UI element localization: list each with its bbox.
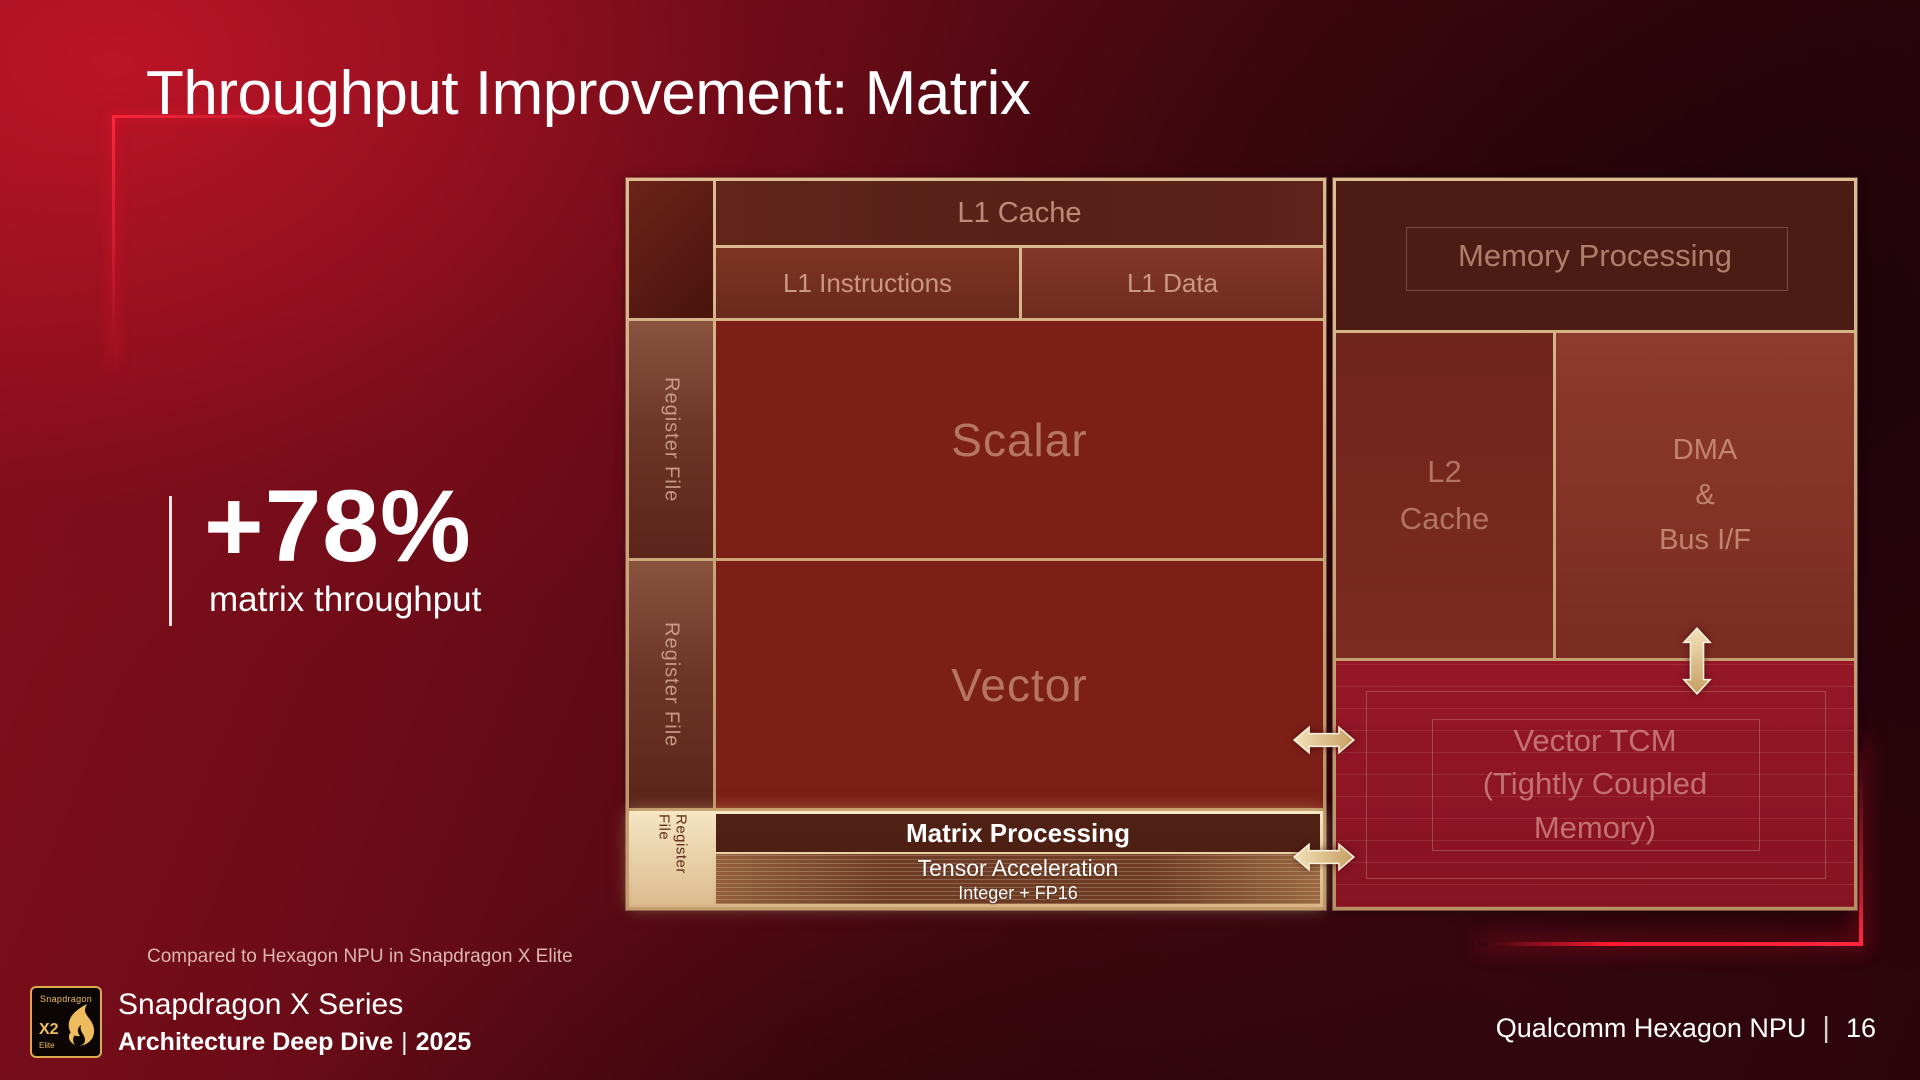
glow-frame-top-left-vertical xyxy=(112,115,115,365)
vector-register-file-label: Register File xyxy=(660,621,683,748)
footer-brand-line2-text: Architecture Deep Dive xyxy=(118,1028,394,1056)
footer-brand-line1: Snapdragon X Series xyxy=(118,988,404,1021)
stat-accent-bar xyxy=(169,496,172,626)
l1-cache-block: L1 Cache xyxy=(716,181,1323,245)
matrix-register-file-label: Register File xyxy=(655,814,690,874)
footer-right-text: Qualcomm Hexagon NPU xyxy=(1495,1013,1807,1043)
l2-cache-block: L2 Cache xyxy=(1336,333,1553,658)
l1-instructions-block: L1 Instructions xyxy=(716,248,1019,318)
memory-processing-label: Memory Processing xyxy=(1458,237,1732,273)
vector-tcm-line2: (Tightly Coupled xyxy=(1482,766,1708,802)
matrix-processing-header: Matrix Processing xyxy=(716,814,1320,852)
dma-line3: Bus I/F xyxy=(1659,523,1751,556)
scalar-block: Scalar xyxy=(716,321,1323,558)
glow-frame-bottom-right-vertical xyxy=(1859,738,1863,946)
scalar-register-file-block: Register File xyxy=(629,321,713,558)
l2-cache-line1: L2 xyxy=(1427,454,1462,489)
logo-tier-text: Elite xyxy=(39,1041,55,1050)
stat-value: +78% xyxy=(204,469,472,583)
matrix-processing-label: Matrix Processing xyxy=(906,817,1130,848)
npu-architecture-diagram: L1 Cache L1 Instructions L1 Data Registe… xyxy=(626,178,1857,910)
l1-cache-label: L1 Cache xyxy=(957,196,1082,229)
page-number: 16 xyxy=(1845,1013,1876,1043)
l1-instructions-label: L1 Instructions xyxy=(782,267,953,298)
memory-panel: Memory Processing L2 Cache DMA & Bus I/F xyxy=(1333,178,1857,910)
tensor-acceleration-block: Tensor Acceleration Integer + FP16 xyxy=(716,854,1320,904)
tensor-acceleration-label: Tensor Acceleration xyxy=(917,854,1119,881)
vector-label: Vector xyxy=(951,658,1088,711)
vector-tcm-line1: Vector TCM xyxy=(1513,722,1677,758)
vector-block: Vector xyxy=(716,561,1323,808)
footer-right: Qualcomm Hexagon NPU | 16 xyxy=(1496,1012,1876,1045)
snapdragon-x2-elite-logo: Snapdragon X2 Elite xyxy=(30,986,102,1058)
logo-chip-text: X2 xyxy=(39,1021,59,1038)
dma-bus-if-block: DMA & Bus I/F xyxy=(1556,333,1854,658)
matrix-register-file-block: Register File xyxy=(632,814,713,904)
compute-panel: L1 Cache L1 Instructions L1 Data Registe… xyxy=(626,178,1326,910)
matrix-processing-row: Register File Matrix Processing Tensor A… xyxy=(629,811,1323,907)
footer-brand-line2: Architecture Deep Dive | 2025 xyxy=(118,1028,471,1057)
scalar-register-file-label: Register File xyxy=(660,376,683,503)
stat-caption: matrix throughput xyxy=(209,580,482,619)
logo-brand-text: Snapdragon xyxy=(39,994,93,1004)
matrix-processing-block: Matrix Processing Tensor Acceleration In… xyxy=(716,814,1320,904)
page-title: Throughput Improvement: Matrix xyxy=(146,59,1031,128)
l1-data-label: L1 Data xyxy=(1126,267,1219,298)
vector-tcm-line3: Memory) xyxy=(1533,809,1657,845)
snapdragon-flame-icon xyxy=(57,1002,97,1053)
scalar-label: Scalar xyxy=(951,413,1088,466)
footer-page-divider: | xyxy=(1822,1012,1830,1044)
vector-register-file-block: Register File xyxy=(629,561,713,808)
vector-tcm-block: Vector TCM (Tightly Coupled Memory) xyxy=(1336,661,1854,907)
memory-processing-block: Memory Processing xyxy=(1336,181,1854,330)
l2-cache-line2: Cache xyxy=(1399,500,1490,536)
footer-divider: | xyxy=(401,1028,408,1056)
glow-frame-bottom-right-horizontal xyxy=(1478,942,1862,946)
corner-block xyxy=(629,181,713,318)
comparison-footnote: Compared to Hexagon NPU in Snapdragon X … xyxy=(147,946,573,967)
footer-brand-year: 2025 xyxy=(415,1028,472,1056)
dma-line1: DMA xyxy=(1672,434,1738,467)
l1-data-block: L1 Data xyxy=(1022,248,1323,318)
dma-line2: & xyxy=(1695,479,1715,512)
integer-fp16-label: Integer + FP16 xyxy=(958,882,1078,903)
